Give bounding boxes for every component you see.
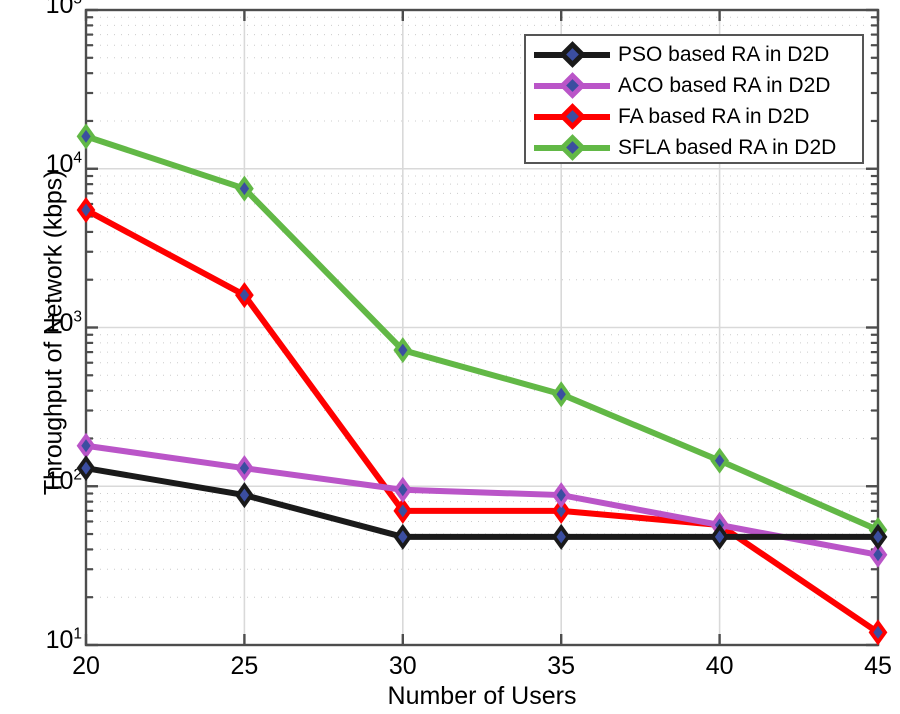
legend-marker-center — [565, 141, 579, 154]
data-point-marker-center — [81, 461, 91, 475]
legend-label: ACO based RA in D2D — [618, 73, 831, 97]
data-point-marker-center — [239, 488, 250, 502]
y-tick-exponent: 2 — [73, 466, 82, 484]
legend-sample — [534, 134, 610, 161]
series-line — [84, 207, 880, 635]
x-axis-label: Number of Users — [387, 682, 577, 710]
x-tick-label: 25 — [230, 652, 259, 680]
data-point-marker-center — [398, 530, 408, 544]
y-tick-label: 103 — [6, 308, 82, 337]
legend-marker-diamond-icon — [558, 103, 586, 130]
x-tick-label: 30 — [388, 652, 417, 680]
y-tick-exponent: 3 — [73, 308, 82, 326]
series-pso — [76, 455, 888, 550]
legend: PSO based RA in D2D ACO based RA in D2D FA… — [524, 34, 864, 164]
legend-label: FA based RA in D2D — [618, 104, 810, 128]
legend-marker-center — [565, 48, 579, 61]
legend-marker-diamond-icon — [558, 41, 586, 68]
y-tick-label: 101 — [6, 625, 82, 654]
legend-sample — [534, 103, 610, 130]
series-line — [85, 133, 880, 533]
data-point-marker-center — [239, 288, 250, 302]
y-tick-label: 102 — [6, 466, 82, 496]
x-tick-label: 20 — [72, 652, 100, 680]
y-tick-mantissa: 10 — [45, 626, 74, 654]
legend-label: PSO based RA in D2D — [618, 42, 830, 66]
data-point-marker-center — [81, 129, 91, 143]
data-point-marker-center — [81, 203, 91, 217]
y-tick-mantissa: 10 — [45, 149, 74, 178]
x-tick-label: 35 — [547, 652, 576, 680]
series-aco — [76, 432, 888, 568]
legend-item[interactable]: FA based RA in D2D — [526, 101, 862, 132]
legend-marker-diamond-icon — [558, 134, 586, 161]
data-point-marker-center — [556, 530, 566, 544]
y-axis-tick-labels: 101102103104105 — [0, 0, 82, 714]
y-tick-label: 104 — [6, 149, 82, 178]
legend-label: SFLA based RA in D2D — [618, 135, 837, 159]
data-point-marker-center — [556, 488, 566, 502]
y-tick-mantissa: 10 — [45, 467, 74, 496]
legend-marker-center — [565, 79, 579, 92]
data-point-marker-center — [873, 548, 883, 562]
y-tick-exponent: 5 — [73, 0, 82, 8]
legend-marker-center — [565, 110, 579, 123]
legend-sample — [534, 72, 610, 99]
data-point-marker-center — [398, 483, 408, 497]
legend-marker-diamond-icon — [558, 72, 586, 99]
data-point-marker-center — [398, 504, 408, 518]
data-point-marker-center — [239, 461, 250, 475]
x-tick-label: 45 — [864, 652, 892, 680]
data-point-marker-center — [556, 504, 566, 518]
legend-item[interactable]: PSO based RA in D2D — [526, 39, 862, 70]
y-tick-exponent: 4 — [73, 149, 82, 167]
data-point-marker-center — [398, 343, 408, 357]
x-tick-label: 40 — [705, 652, 734, 680]
series-line — [85, 442, 879, 558]
data-point-marker-center — [81, 439, 91, 453]
data-point-marker-center — [873, 530, 883, 544]
y-tick-mantissa: 10 — [45, 0, 74, 19]
legend-item[interactable]: ACO based RA in D2D — [526, 70, 862, 101]
data-point-marker-center — [714, 454, 725, 468]
data-point-marker-center — [714, 530, 725, 544]
legend-sample — [534, 41, 610, 68]
legend-item[interactable]: SFLA based RA in D2D — [526, 132, 862, 163]
data-point-marker-center — [239, 182, 250, 196]
y-tick-exponent: 1 — [73, 625, 82, 643]
data-point-marker-center — [556, 387, 566, 401]
y-tick-label: 105 — [6, 0, 82, 18]
y-tick-mantissa: 10 — [45, 308, 74, 337]
data-point-marker-center — [873, 625, 883, 639]
series-line — [85, 465, 878, 540]
